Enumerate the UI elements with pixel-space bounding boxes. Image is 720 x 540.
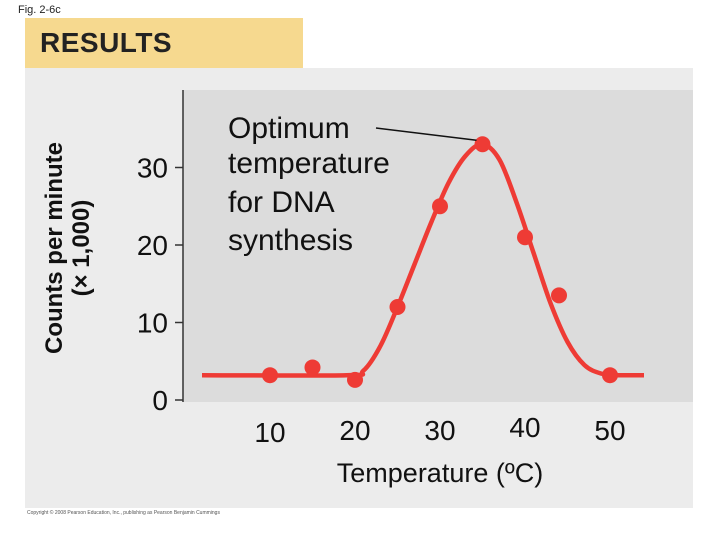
annotation-text-line: temperature xyxy=(228,147,390,180)
y-tick-label: 10 xyxy=(137,308,168,339)
copyright-notice: Copyright © 2008 Pearson Education, Inc.… xyxy=(27,510,220,516)
data-point xyxy=(389,299,406,315)
x-tick-label: 10 xyxy=(254,417,285,448)
axes: 0 10 20 30 10 20 30 40 50 Temperature (ºC) xyxy=(137,90,626,488)
data-point xyxy=(262,367,278,384)
x-tick-label: 30 xyxy=(424,415,455,446)
results-banner: RESULTS xyxy=(25,18,303,68)
data-point xyxy=(304,359,321,376)
x-tick-label: 20 xyxy=(339,415,370,446)
data-point xyxy=(602,367,618,384)
annotation-leader-line xyxy=(375,127,477,141)
y-tick-label: 30 xyxy=(137,153,168,184)
annotation-text-line: Optimum xyxy=(228,112,350,145)
x-tick-label: 50 xyxy=(594,415,625,446)
data-point xyxy=(347,371,363,388)
figure-label: Fig. 2-6c xyxy=(18,4,61,16)
y-tick-label: 20 xyxy=(137,230,168,261)
plot-area xyxy=(183,90,693,402)
annotation-text-line: for DNA xyxy=(228,186,335,219)
data-point xyxy=(551,287,567,304)
annotation-text-line: synthesis xyxy=(228,224,353,257)
results-banner-text: RESULTS xyxy=(40,27,173,58)
data-point xyxy=(517,229,533,246)
y-tick-label: 0 xyxy=(152,385,168,416)
data-point xyxy=(432,198,448,215)
x-tick-label: 40 xyxy=(509,412,540,443)
points-layer xyxy=(262,136,618,388)
x-axis-label: Temperature (ºC) xyxy=(337,458,543,488)
data-point xyxy=(474,136,491,153)
